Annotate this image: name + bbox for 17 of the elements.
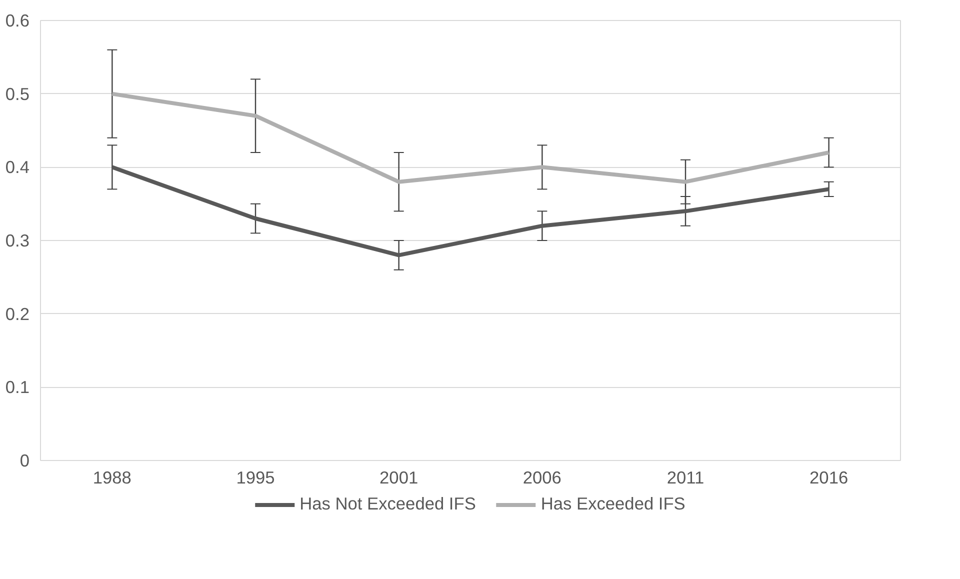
x-tick-label: 1995 — [236, 468, 275, 488]
line-series — [110, 92, 831, 184]
y-tick-label: 0 — [20, 450, 30, 470]
y-tick-label: 0.6 — [5, 10, 30, 30]
x-tick-label: 2011 — [666, 468, 704, 488]
y-tick-label: 0.3 — [5, 230, 30, 250]
y-tick-label: 0.5 — [5, 84, 30, 104]
x-tick-label: 1988 — [92, 468, 132, 488]
y-tick-label: 0.4 — [5, 157, 30, 178]
x-tick-label: 2016 — [810, 468, 848, 488]
y-tick-label: 0.2 — [5, 304, 30, 324]
x-tick-label: 2001 — [380, 468, 418, 488]
line-series — [110, 165, 831, 258]
x-tick-label: 2006 — [522, 468, 562, 488]
legend-label: Has Exceeded IFS — [540, 494, 686, 514]
legend-label: Has Not Exceeded IFS — [300, 494, 476, 514]
y-tick-label: 0.1 — [5, 377, 30, 398]
